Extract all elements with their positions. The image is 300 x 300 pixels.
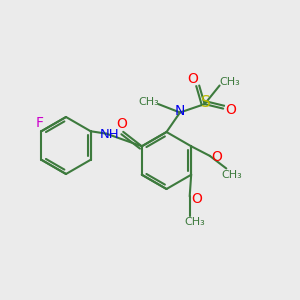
- Text: O: O: [211, 150, 222, 164]
- Text: CH₃: CH₃: [185, 218, 206, 227]
- Text: NH: NH: [100, 128, 120, 141]
- Text: O: O: [187, 72, 198, 86]
- Text: F: F: [36, 116, 44, 130]
- Text: O: O: [225, 103, 236, 117]
- Text: CH₃: CH₃: [220, 77, 241, 88]
- Text: O: O: [191, 192, 202, 206]
- Text: CH₃: CH₃: [138, 97, 159, 107]
- Text: N: N: [175, 104, 185, 118]
- Text: CH₃: CH₃: [221, 170, 242, 180]
- Text: S: S: [201, 95, 211, 110]
- Text: O: O: [116, 117, 127, 131]
